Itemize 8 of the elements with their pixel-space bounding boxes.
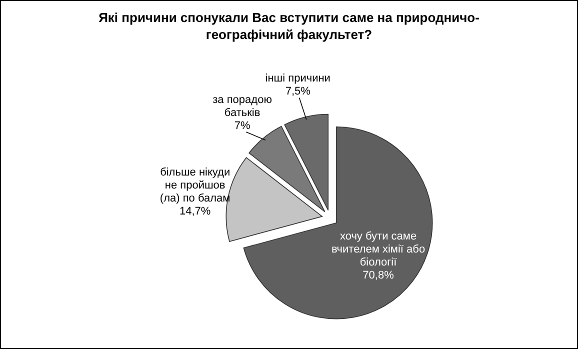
data-label: 14,7%: [179, 205, 211, 218]
data-label: 70,8%: [362, 269, 394, 282]
slice-label: за порадою батьків: [212, 94, 272, 119]
chart-title: Які причини спонукали Вас вступити саме на природничо-географічний факультет?: [98, 10, 480, 42]
data-label: 7,5%: [285, 86, 311, 98]
slice-label: інші причини: [265, 72, 330, 85]
slice-label: хочу бути саме вчителем хімії або біології: [331, 230, 426, 268]
data-label: 7%: [234, 120, 250, 132]
